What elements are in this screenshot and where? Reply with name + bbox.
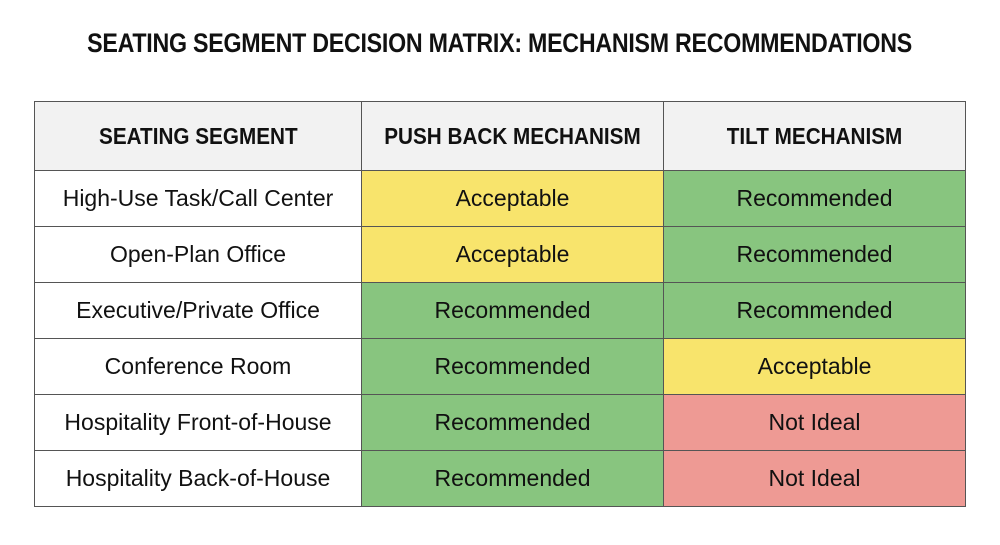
column-header: TILT MECHANISM xyxy=(663,101,966,171)
column-header: SEATING SEGMENT xyxy=(34,101,362,171)
segment-cell: Hospitality Back-of-House xyxy=(34,450,362,507)
table-row: Executive/Private Office Recommended Recom… xyxy=(34,282,966,339)
rating-cell: Acceptable xyxy=(361,170,664,227)
segment-cell: Conference Room xyxy=(34,338,362,395)
segment-cell: Executive/Private Office xyxy=(34,282,362,339)
rating-cell: Recommended xyxy=(663,226,966,283)
title-text: SEATING SEGMENT DECISION MATRIX: MECHANI… xyxy=(87,28,913,58)
header-row: SEATING SEGMENT PUSH BACK MECHANISM TILT M… xyxy=(34,101,966,171)
rating-cell: Recommended xyxy=(663,282,966,339)
rating-cell: Recommended xyxy=(361,450,664,507)
segment-cell: High-Use Task/Call Center xyxy=(34,170,362,227)
title: SEATING SEGMENT DECISION MATRIX: MECHANI… xyxy=(0,28,1000,59)
rating-cell: Recommended xyxy=(361,338,664,395)
column-header: PUSH BACK MECHANISM xyxy=(361,101,664,171)
table-row: Hospitality Back-of-House Recommended Not … xyxy=(34,450,966,507)
table-row: Conference Room Recommended Acceptable xyxy=(34,338,966,395)
rating-cell: Not Ideal xyxy=(663,394,966,451)
rating-cell: Acceptable xyxy=(663,338,966,395)
segment-cell: Hospitality Front-of-House xyxy=(34,394,362,451)
table-body: High-Use Task/Call Center Acceptable Recom… xyxy=(34,170,966,507)
column-header-text: TILT MECHANISM xyxy=(726,122,903,149)
rating-cell: Recommended xyxy=(663,170,966,227)
rating-cell: Recommended xyxy=(361,394,664,451)
rating-cell: Recommended xyxy=(361,282,664,339)
decision-table: SEATING SEGMENT PUSH BACK MECHANISM TILT M… xyxy=(34,101,966,507)
column-header-text: SEATING SEGMENT xyxy=(98,122,298,149)
segment-cell: Open-Plan Office xyxy=(34,226,362,283)
table-row: Open-Plan Office Acceptable Recommended xyxy=(34,226,966,283)
column-header-text: PUSH BACK MECHANISM xyxy=(384,122,641,149)
rating-cell: Acceptable xyxy=(361,226,664,283)
table-row: High-Use Task/Call Center Acceptable Recom… xyxy=(34,170,966,227)
rating-cell: Not Ideal xyxy=(663,450,966,507)
table-row: Hospitality Front-of-House Recommended Not… xyxy=(34,394,966,451)
